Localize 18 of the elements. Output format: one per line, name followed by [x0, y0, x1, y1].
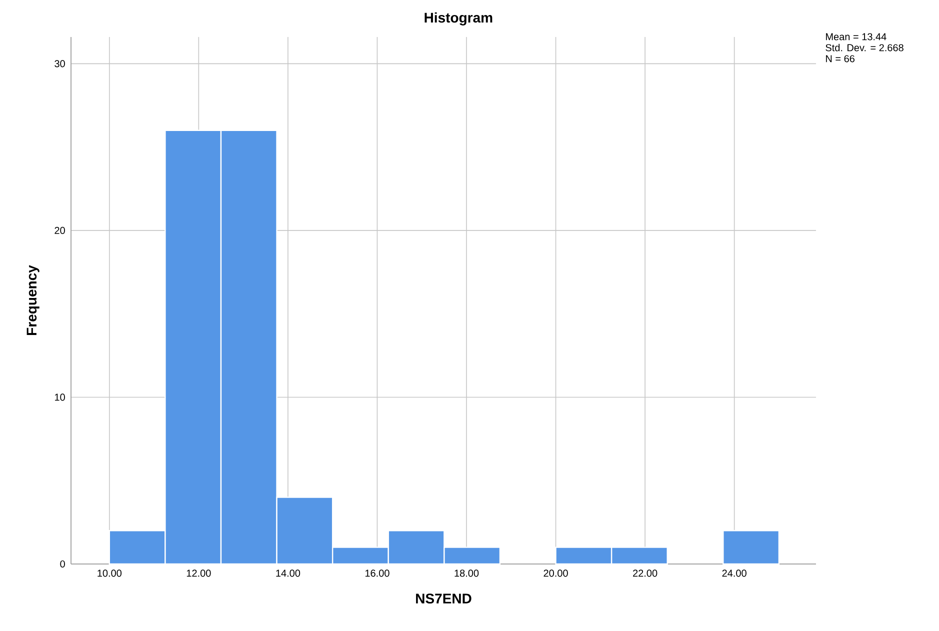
y-axis-title: Frequency [26, 265, 40, 335]
x-tick-label: 16.00 [365, 570, 390, 577]
y-tick-label: 30 [54, 60, 65, 68]
x-tick-label: 12.00 [186, 570, 211, 577]
text: Std. Dev. = 2.668 [826, 44, 904, 52]
x-axis-title: NS7END [416, 594, 472, 604]
y-tick-label: 10 [54, 394, 65, 401]
text: N = 66 [826, 55, 854, 62]
x-tick-label: 18.00 [454, 570, 479, 577]
y-tick-label: 0 [60, 560, 65, 568]
y-tick-label: 20 [54, 226, 65, 234]
x-tick-label: 22.00 [633, 570, 658, 577]
x-tick-label: 20.00 [544, 570, 568, 577]
x-tick-label: 10.00 [98, 570, 122, 577]
x-tick-label: 24.00 [722, 570, 746, 577]
text: Mean = 13.44 [826, 33, 886, 40]
chart-title: Histogram [424, 12, 492, 26]
x-tick-label: 14.00 [276, 570, 300, 577]
